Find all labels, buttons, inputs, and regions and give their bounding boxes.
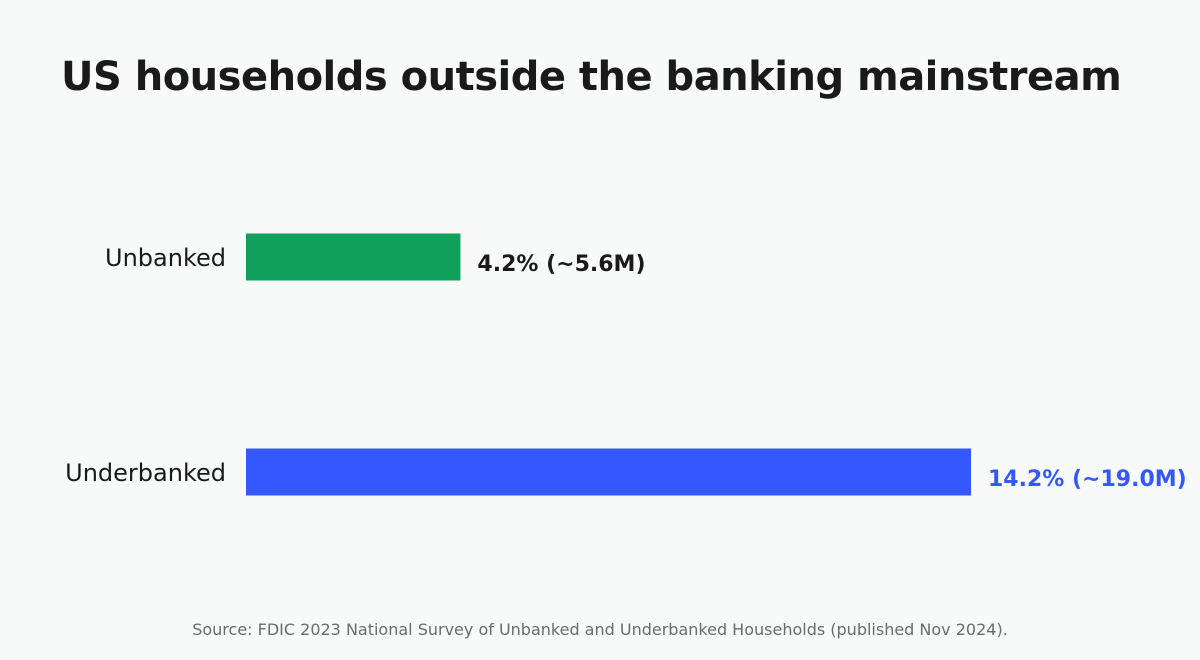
bar-underbanked [246,448,971,496]
value-label-unbanked: 4.2% (~5.6M) [477,252,645,277]
category-label-unbanked: Unbanked [105,244,226,272]
value-label-underbanked: 14.2% (~19.0M) [988,467,1187,492]
chart-title: US households outside the banking mainst… [61,54,1122,100]
bar-chart: Unbanked 4.2% (~5.6M) Underbanked 14.2% (~1… [65,233,1187,496]
bar-unbanked [246,233,461,281]
source-note: Source: FDIC 2023 National Survey of Unb… [192,620,1008,639]
category-label-underbanked: Underbanked [65,459,226,487]
